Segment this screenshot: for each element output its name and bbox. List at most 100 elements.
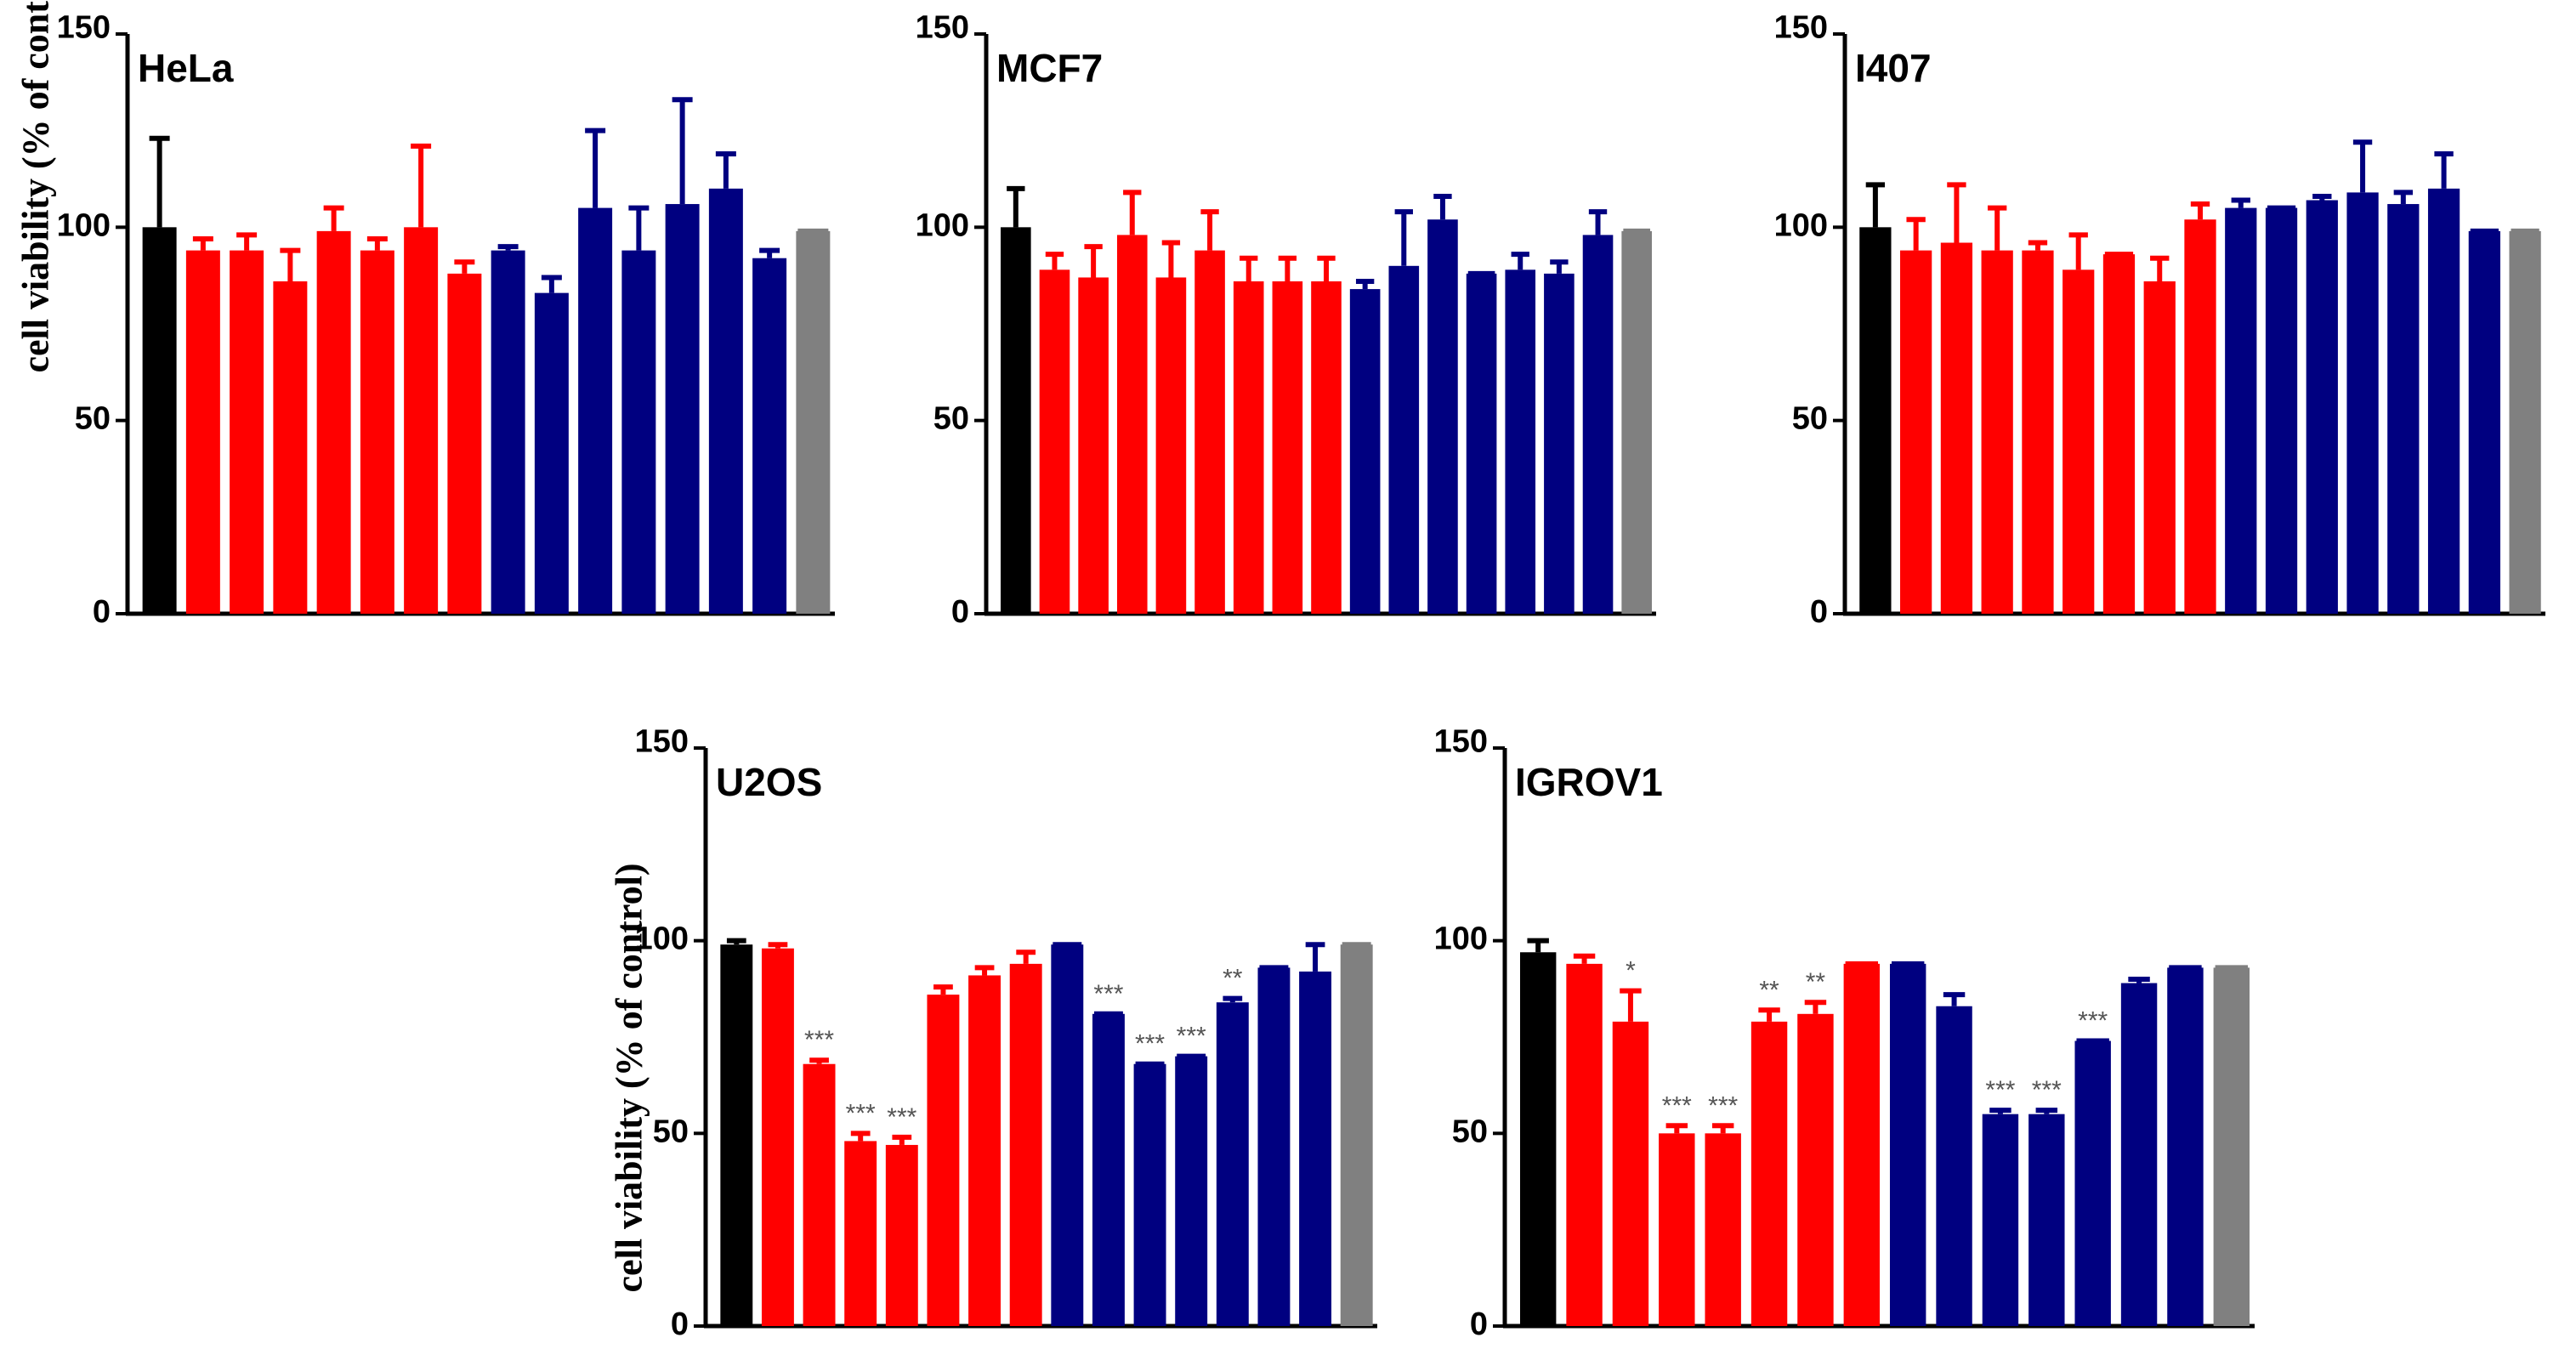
bar xyxy=(447,273,482,614)
bar xyxy=(185,250,220,614)
significance-label: *** xyxy=(1135,1030,1165,1058)
y-tick-label: 100 xyxy=(1774,207,1828,243)
bar xyxy=(1936,1006,1972,1326)
bar xyxy=(1859,227,1892,614)
bar xyxy=(1051,944,1084,1326)
bar xyxy=(2265,207,2298,614)
y-tick-label: 0 xyxy=(1810,594,1828,630)
y-tick-label: 150 xyxy=(1774,9,1828,45)
bar xyxy=(1612,1021,1649,1326)
bar xyxy=(720,944,753,1326)
y-tick-label: 50 xyxy=(933,401,969,437)
bar xyxy=(1981,250,2013,614)
bar xyxy=(1175,1056,1208,1326)
significance-label: *** xyxy=(1985,1076,2015,1104)
y-tick-label: 50 xyxy=(653,1114,689,1149)
bar xyxy=(708,188,743,614)
bar xyxy=(2225,207,2257,614)
chart-title: HeLa xyxy=(138,46,234,90)
significance-label: ** xyxy=(1223,965,1243,993)
bar xyxy=(1889,963,1926,1326)
bar xyxy=(1843,963,1881,1326)
significance-label: *** xyxy=(887,1103,916,1131)
bar xyxy=(1078,277,1109,614)
bar xyxy=(1519,952,1557,1326)
bar xyxy=(927,995,960,1326)
significance-label: *** xyxy=(1662,1091,1692,1119)
bar xyxy=(1194,250,1225,614)
bar xyxy=(1001,227,1031,614)
significance-label: *** xyxy=(2032,1076,2062,1104)
bar xyxy=(2184,219,2216,614)
bar xyxy=(1155,277,1187,614)
chart-title: IGROV1 xyxy=(1515,760,1663,804)
bar xyxy=(2306,200,2338,615)
bar xyxy=(621,250,656,614)
bar xyxy=(1092,1013,1125,1326)
bar xyxy=(142,227,177,614)
y-tick-label: 100 xyxy=(57,207,111,243)
bar xyxy=(273,281,308,614)
bar xyxy=(2213,967,2250,1326)
y-tick-label: 0 xyxy=(93,594,111,630)
bar xyxy=(578,207,613,614)
significance-label: *** xyxy=(1177,1023,1206,1051)
bar xyxy=(752,258,787,614)
y-tick-label: 0 xyxy=(671,1306,689,1342)
bar xyxy=(1900,250,1932,614)
bar xyxy=(1233,281,1264,614)
bar xyxy=(1505,269,1536,614)
bar xyxy=(968,975,1001,1326)
bar xyxy=(534,292,569,614)
bar xyxy=(2509,230,2541,614)
chart-hela: 0 50 100 150 HeLa xyxy=(57,9,835,630)
significance-label: *** xyxy=(804,1026,834,1054)
bar xyxy=(2346,192,2379,614)
bar xyxy=(1272,281,1303,614)
bar xyxy=(2120,983,2158,1326)
bar xyxy=(360,250,394,614)
bar xyxy=(491,250,525,614)
significance-label: ** xyxy=(1806,968,1826,996)
y-tick-label: 50 xyxy=(75,401,111,437)
bar xyxy=(1544,273,1575,614)
bar xyxy=(1133,1063,1166,1326)
bar xyxy=(1750,1021,1788,1326)
y-axis-label-top: cell viability (% of control) xyxy=(14,0,57,373)
bar xyxy=(1427,219,1458,614)
y-tick-label: 50 xyxy=(1452,1114,1488,1149)
bar xyxy=(2143,281,2176,614)
bar xyxy=(665,204,700,614)
significance-label: * xyxy=(1626,957,1636,985)
bar xyxy=(1388,265,1420,614)
bar xyxy=(2427,188,2460,614)
bar xyxy=(2102,254,2136,614)
y-tick-label: 150 xyxy=(1434,723,1488,759)
significance-label: *** xyxy=(1093,980,1123,1008)
bar xyxy=(1940,242,1973,614)
bar xyxy=(803,1063,836,1326)
bar xyxy=(1116,235,1148,614)
bar xyxy=(761,948,794,1326)
significance-label: *** xyxy=(2078,1007,2108,1035)
bar xyxy=(844,1141,877,1326)
bar xyxy=(1566,963,1603,1326)
bar xyxy=(316,230,351,614)
bar xyxy=(2074,1040,2111,1326)
significance-label: ** xyxy=(1759,976,1779,1004)
y-tick-label: 150 xyxy=(916,9,969,45)
significance-label: *** xyxy=(1708,1091,1738,1119)
bar xyxy=(1039,269,1070,614)
bar xyxy=(1257,967,1291,1326)
bar xyxy=(2387,204,2420,614)
y-tick-label: 0 xyxy=(951,594,969,630)
bar xyxy=(1466,273,1497,614)
y-tick-label: 0 xyxy=(1470,1306,1488,1342)
bar xyxy=(1659,1133,1695,1326)
significance-label: *** xyxy=(846,1099,876,1127)
chart-title: MCF7 xyxy=(996,46,1103,90)
bar xyxy=(1621,230,1652,614)
bar xyxy=(2022,250,2054,614)
